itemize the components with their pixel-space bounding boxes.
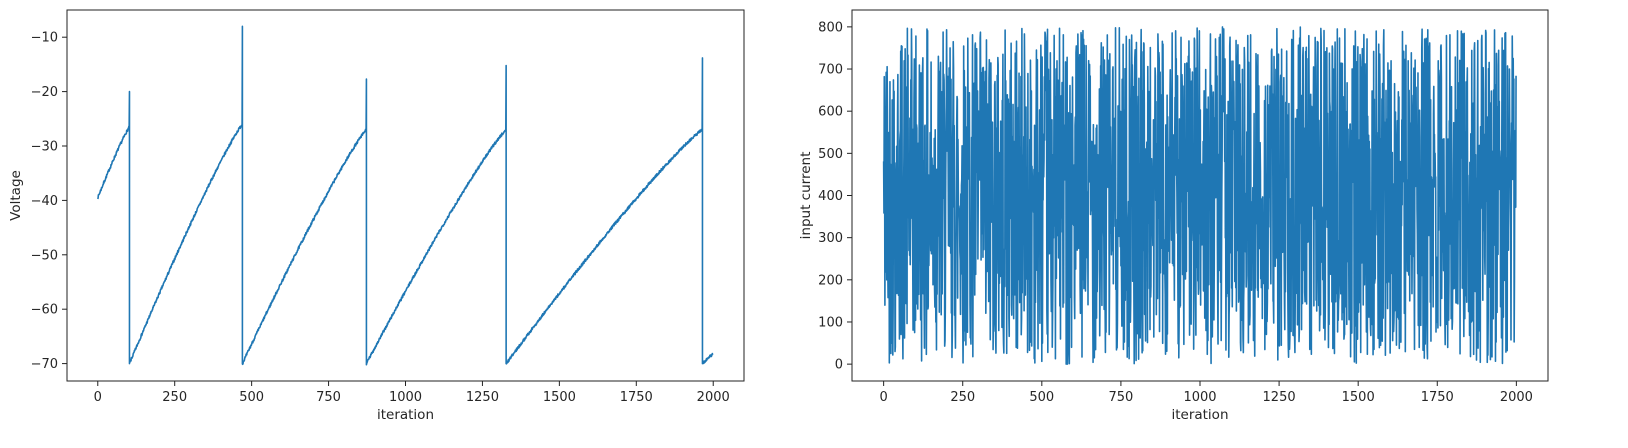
voltage-plot: 0 250 500 750 1000 1250 1500 1750 2000 −70 −60 −50 −… <box>8 9 745 423</box>
y-tick-label: 400 <box>818 189 843 204</box>
x-tick-label: 1750 <box>620 390 653 405</box>
x-tick-label: 250 <box>162 390 187 405</box>
y-tick-label: 600 <box>818 105 843 120</box>
y-axis-label: Voltage <box>8 170 24 221</box>
y-tick-label: −20 <box>31 85 58 100</box>
x-tick-label: 0 <box>94 390 102 405</box>
y-tick-label: 700 <box>818 63 843 78</box>
x-tick-label: 1250 <box>466 390 499 405</box>
y-axis-label: input current <box>798 152 814 240</box>
y-tick-label: −30 <box>31 139 58 154</box>
x-tick-label: 0 <box>879 390 887 405</box>
x-tick-label: 2000 <box>697 390 730 405</box>
y-tick-label: 100 <box>818 315 843 330</box>
voltage-series-line <box>97 25 714 366</box>
input-current-series-line <box>882 26 1517 365</box>
x-tick-label: 1500 <box>1342 390 1375 405</box>
y-tick-label: 300 <box>818 231 843 246</box>
x-tick-label: 750 <box>1108 390 1133 405</box>
y-tick-label: −40 <box>31 194 58 209</box>
x-tick-label: 1500 <box>543 390 576 405</box>
y-tick-label: 200 <box>818 273 843 288</box>
y-tick-label: −10 <box>31 31 58 46</box>
x-axis-label: iteration <box>1171 407 1228 423</box>
y-tick-label: 500 <box>818 147 843 162</box>
x-tick-label: 500 <box>239 390 264 405</box>
x-tick-label: 500 <box>1029 390 1054 405</box>
x-tick-label: 1000 <box>1183 390 1216 405</box>
x-tick-label: 750 <box>316 390 341 405</box>
y-tick-label: −50 <box>31 248 58 263</box>
x-tick-label: 1750 <box>1421 390 1454 405</box>
y-tick-label: 0 <box>835 358 843 373</box>
x-tick-label: 2000 <box>1500 390 1533 405</box>
plot-frame <box>66 9 745 382</box>
x-tick-label: 250 <box>950 390 975 405</box>
x-tick-label: 1250 <box>1263 390 1296 405</box>
y-tick-label: −60 <box>31 303 58 318</box>
input-current-plot: 0 250 500 750 1000 1250 1500 1750 2000 0 100 200 300… <box>798 9 1549 423</box>
y-tick-label: 800 <box>818 20 843 35</box>
y-tick-label: −70 <box>31 357 58 372</box>
x-tick-label: 1000 <box>389 390 422 405</box>
plot-frame <box>851 9 1549 382</box>
x-axis-label: iteration <box>377 407 434 423</box>
